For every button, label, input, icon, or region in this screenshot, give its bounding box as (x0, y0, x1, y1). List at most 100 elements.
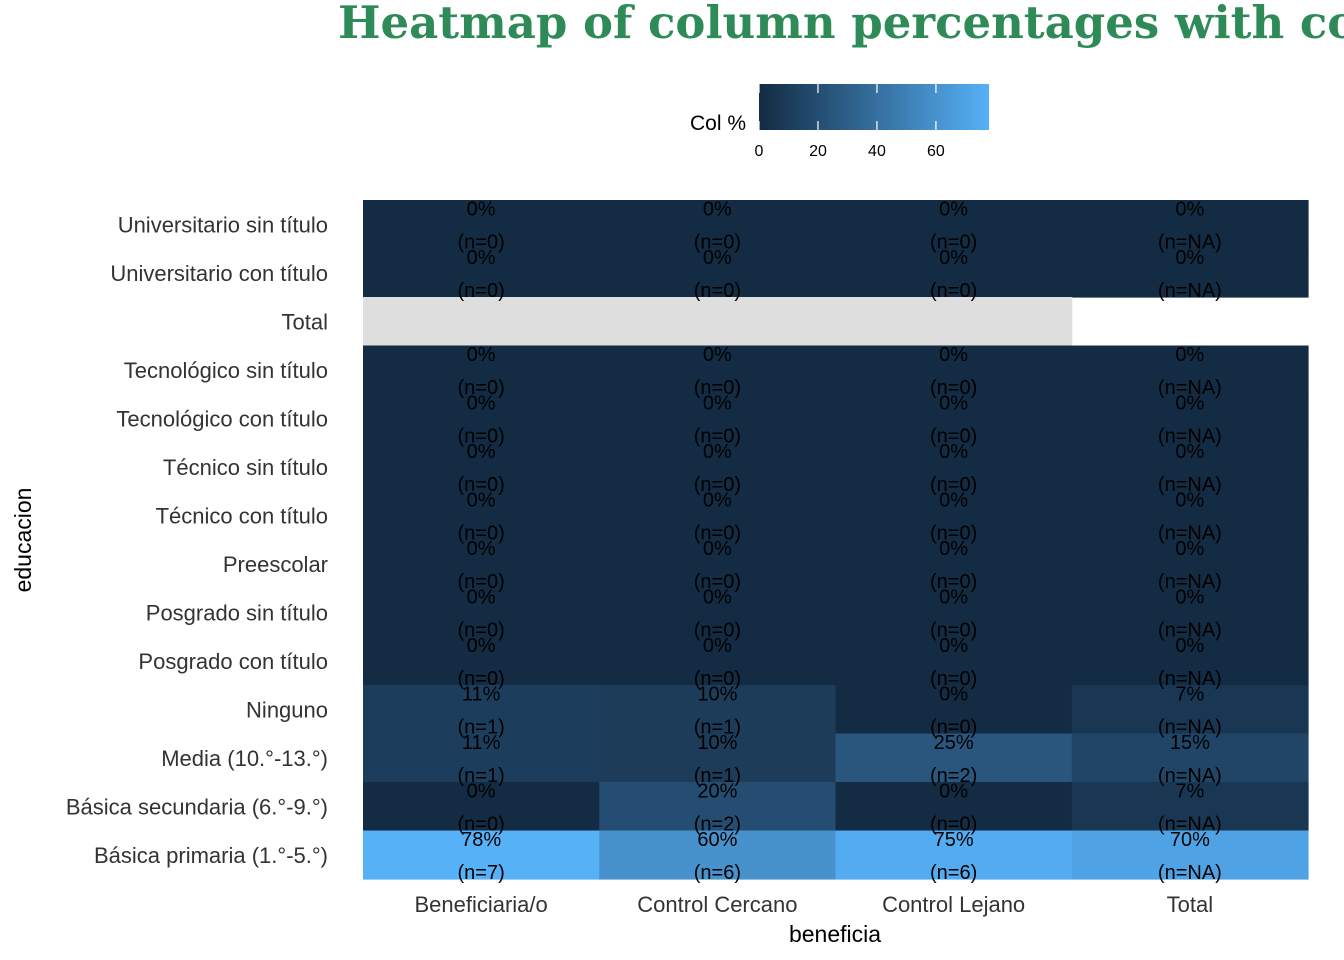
cell-percent-label: 10% (697, 683, 737, 705)
cell-percent-label: 0% (939, 780, 968, 802)
cell-count-label: (n=6) (930, 862, 977, 884)
heatmap-cell (1071, 491, 1309, 541)
heatmap-cell (363, 297, 600, 347)
cell-percent-label: 0% (467, 198, 496, 220)
heatmap-cell (363, 636, 600, 686)
y-tick-label: Posgrado sin título (146, 600, 328, 625)
cell-count-label: (n=0) (694, 425, 741, 447)
y-tick-label: Universitario sin título (118, 212, 328, 237)
cell-count-label: (n=0) (930, 571, 977, 593)
cell-percent-label: 0% (1175, 198, 1204, 220)
cell-count-label: (n=NA) (1158, 377, 1222, 399)
y-axis-title: educacion (10, 488, 36, 593)
cell-percent-label: 0% (703, 635, 732, 657)
cell-count-label: (n=0) (930, 668, 977, 690)
cell-count-label: (n=1) (458, 765, 505, 787)
cell-percent-label: 7% (1175, 780, 1204, 802)
cell-count-label: (n=0) (694, 619, 741, 641)
cell-count-label: (n=NA) (1158, 280, 1222, 302)
cell-count-label: (n=0) (694, 571, 741, 593)
y-tick-label: Universitario con título (110, 261, 328, 286)
cell-percent-label: 0% (467, 247, 496, 269)
heatmap-cell (599, 782, 837, 832)
heatmap-cell (363, 248, 600, 298)
cell-percent-label: 11% (462, 732, 501, 754)
cell-count-label: (n=2) (930, 765, 977, 787)
cell-count-label: (n=0) (694, 668, 741, 690)
cell-percent-label: 0% (467, 538, 496, 560)
cell-percent-label: 78% (461, 829, 501, 851)
cell-percent-label: 0% (703, 538, 732, 560)
heatmap-cell (1071, 345, 1309, 395)
cell-count-label: (n=0) (458, 668, 505, 690)
legend-tick-label: 60 (927, 143, 945, 160)
cell-percent-label: 0% (939, 538, 968, 560)
cell-count-label: (n=0) (458, 425, 505, 447)
heatmap-cell (363, 442, 600, 492)
cell-count-label: (n=0) (458, 377, 505, 399)
heatmap-cell (1071, 830, 1309, 880)
heatmap-cell (835, 491, 1073, 541)
legend-tick-label: 20 (809, 143, 827, 160)
y-tick-label: Básica primaria (1.°-5.°) (94, 843, 328, 868)
cell-count-label: (n=7) (458, 862, 505, 884)
cell-percent-label: 0% (939, 586, 968, 608)
cell-percent-label: 0% (703, 198, 732, 220)
cell-percent-label: 70% (1170, 829, 1210, 851)
y-tick-label: Total (282, 309, 328, 334)
y-axis-ticks: Universitario sin título Universitario co… (66, 212, 328, 868)
cell-percent-label: 0% (467, 586, 496, 608)
cell-percent-label: 0% (1175, 247, 1204, 269)
cell-count-label: (n=NA) (1158, 716, 1222, 738)
heatmap-cell (363, 539, 600, 589)
heatmap-cell (599, 539, 837, 589)
heatmap-cell (363, 394, 600, 444)
heatmap-cell (835, 200, 1073, 250)
heatmap-cell (835, 345, 1073, 395)
cell-percent-label: 0% (939, 392, 968, 414)
x-tick-label: Beneficiaria/o (414, 892, 547, 917)
heatmap-cell (1071, 200, 1309, 250)
heatmap-cell (1071, 394, 1309, 444)
cell-count-label: (n=0) (458, 619, 505, 641)
heatmap-cell (835, 733, 1073, 783)
heatmap-cells (363, 200, 1309, 880)
cell-count-label: (n=NA) (1158, 862, 1222, 884)
cell-count-label: (n=0) (694, 231, 741, 253)
cell-percent-label: 0% (939, 441, 968, 463)
cell-percent-label: 0% (703, 441, 732, 463)
cell-percent-label: 0% (467, 441, 496, 463)
y-tick-label: Tecnológico sin título (124, 358, 328, 383)
heatmap-cell (1071, 588, 1309, 638)
cell-count-label: (n=0) (930, 425, 977, 447)
heatmap-cell (363, 200, 600, 250)
cell-count-label: (n=0) (930, 522, 977, 544)
heatmap-cell (599, 248, 837, 298)
cell-count-label: (n=6) (694, 862, 741, 884)
cell-count-label: (n=0) (930, 231, 977, 253)
y-tick-label: Básica secundaria (6.°-9.°) (66, 794, 328, 819)
cell-percent-label: 0% (467, 344, 496, 366)
heatmap-cell (1071, 248, 1309, 298)
heatmap-cell (599, 297, 837, 347)
heatmap-cell (835, 685, 1073, 735)
x-axis-ticks: Beneficiaria/o Control Cercano Control Lej… (414, 892, 1213, 917)
x-tick-label: Control Cercano (637, 892, 797, 917)
cell-count-label: (n=0) (930, 377, 977, 399)
heatmap-cell (599, 685, 837, 735)
cell-count-label: (n=1) (694, 716, 741, 738)
heatmap-cell (835, 248, 1073, 298)
y-tick-label: Tecnológico con título (116, 406, 328, 431)
x-tick-label: Control Lejano (882, 892, 1025, 917)
cell-count-label: (n=NA) (1158, 474, 1222, 496)
chart-title: Heatmap of column percentages with count… (338, 0, 1344, 49)
cell-percent-label: 0% (1175, 441, 1204, 463)
cell-count-label: (n=0) (458, 571, 505, 593)
heatmap-cell (599, 200, 837, 250)
heatmap-cell (1071, 733, 1309, 783)
cell-count-label: (n=0) (930, 280, 977, 302)
cell-percent-label: 0% (939, 635, 968, 657)
heatmap-cell-labels: 0%(n=0)0%(n=0)0%(n=0)0%(n=NA)0%(n=0)0%(n… (458, 198, 1222, 884)
cell-count-label: (n=0) (458, 522, 505, 544)
